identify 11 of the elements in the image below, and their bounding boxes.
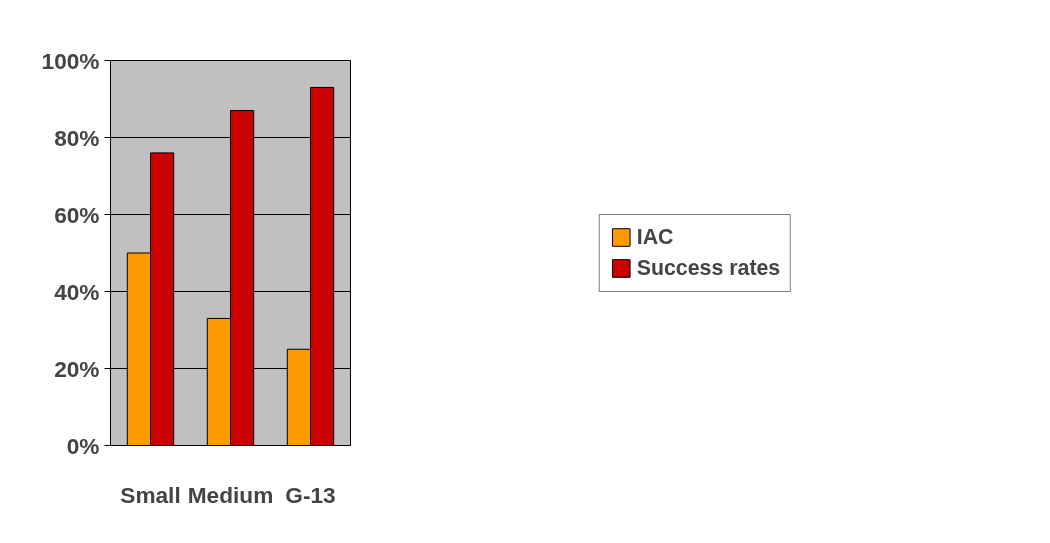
y-tick-label: 80% bbox=[54, 124, 100, 151]
x-tick-label: G-13 bbox=[285, 481, 336, 508]
y-tick-label: 40% bbox=[54, 278, 100, 305]
legend-label: IAC bbox=[636, 224, 674, 250]
y-tick-label: 0% bbox=[66, 432, 100, 459]
x-tick-label: Small bbox=[120, 481, 181, 508]
y-tick-label: 60% bbox=[54, 201, 100, 228]
x-tick-label: Medium bbox=[187, 481, 274, 508]
y-tick-label: 100% bbox=[41, 47, 100, 74]
legend-label: Success rates bbox=[636, 255, 781, 281]
y-tick-label: 20% bbox=[54, 355, 100, 382]
